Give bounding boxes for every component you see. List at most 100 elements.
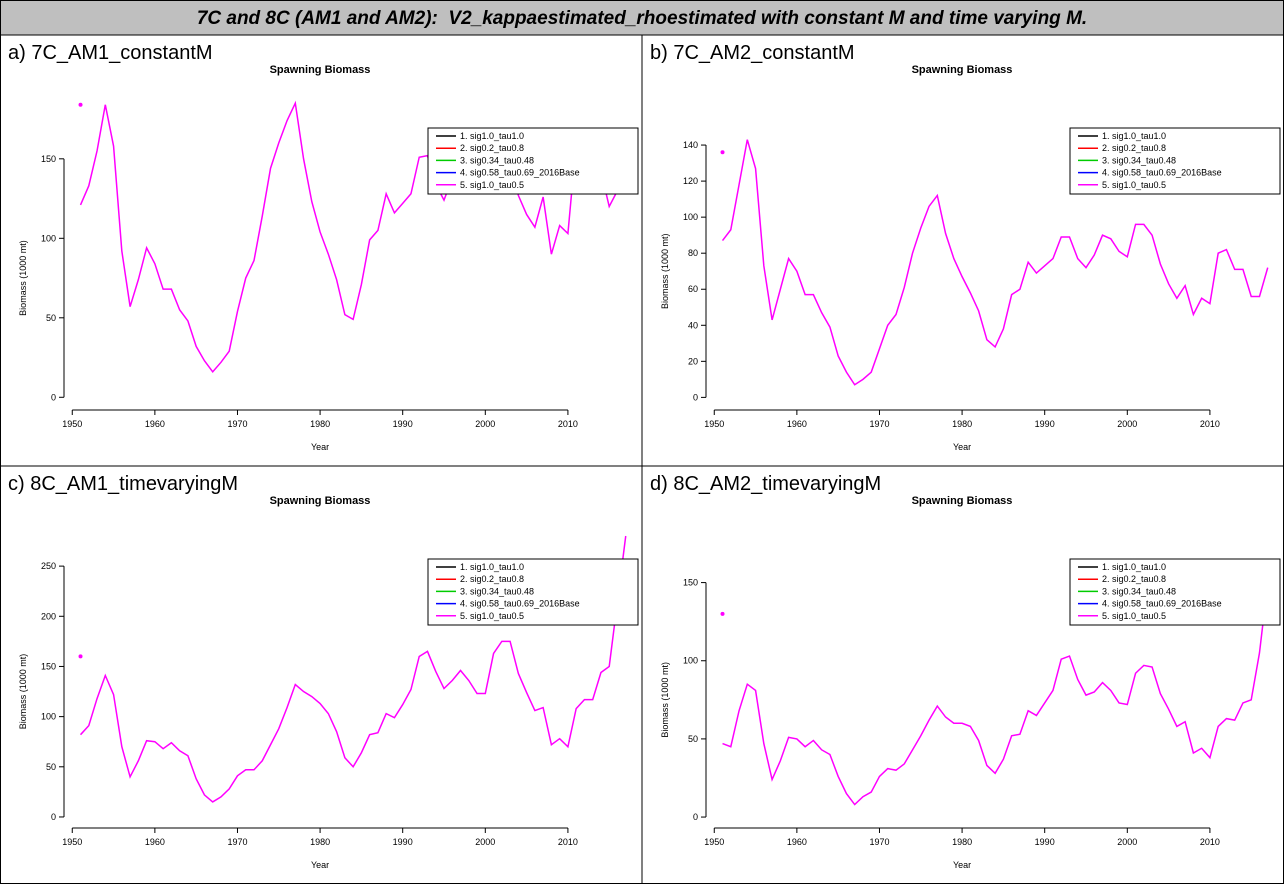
x-tick-label: 1970 (227, 419, 247, 429)
x-axis-label: Year (953, 860, 971, 870)
y-tick-label: 0 (51, 392, 56, 402)
header-bg (0, 0, 1284, 35)
x-tick-label: 1950 (704, 837, 724, 847)
x-tick-label: 1950 (62, 419, 82, 429)
x-tick-label: 1970 (869, 419, 889, 429)
x-tick-label: 1990 (393, 419, 413, 429)
y-tick-label: 100 (683, 212, 698, 222)
x-tick-label: 2010 (558, 837, 578, 847)
y-tick-label: 80 (688, 248, 698, 258)
y-tick-label: 0 (693, 812, 698, 822)
series-line (721, 139, 1269, 386)
y-tick-label: 100 (41, 712, 56, 722)
legend-label: 3. sig0.34_tau0.48 (1102, 586, 1176, 596)
chart-title: Spawning Biomass (270, 64, 371, 76)
y-tick-label: 150 (41, 661, 56, 671)
legend-label: 4. sig0.58_tau0.69_2016Base (460, 168, 580, 178)
panel-label: a) 7C_AM1_constantM (8, 42, 213, 64)
panel-label: c) 8C_AM1_timevaryingM (8, 473, 238, 495)
y-tick-label: 50 (46, 313, 56, 323)
x-tick-label: 1950 (62, 837, 82, 847)
chart-title: Spawning Biomass (270, 495, 371, 507)
legend-box (1069, 127, 1281, 195)
chart-title: Spawning Biomass (912, 64, 1013, 76)
point (78, 654, 83, 659)
y-tick-label: 200 (41, 611, 56, 621)
panel: c) 8C_AM1_timevaryingM Spawning Biomass Ye… (8, 473, 639, 870)
legend-label: 1. sig1.0_tau1.0 (1102, 131, 1166, 141)
x-tick-label: 1980 (310, 419, 330, 429)
legend-label: 5. sig1.0_tau0.5 (460, 611, 524, 621)
x-tick-label: 2010 (1200, 837, 1220, 847)
x-tick-label: 2010 (1200, 419, 1220, 429)
legend-label: 2. sig0.2_tau0.8 (1102, 143, 1166, 153)
legend-label: 5. sig1.0_tau0.5 (1102, 180, 1166, 190)
x-tick-label: 1980 (952, 419, 972, 429)
series-line (722, 582, 1269, 806)
x-tick-label: 1950 (704, 419, 724, 429)
y-axis-label: Biomass (1000 mt) (18, 240, 28, 316)
panel: d) 8C_AM2_timevaryingM Spawning Biomass Ye… (650, 473, 1281, 870)
point (720, 611, 725, 616)
legend-label: 2. sig0.2_tau0.8 (460, 574, 524, 584)
legend-label: 4. sig0.58_tau0.69_2016Base (1102, 168, 1222, 178)
x-tick-label: 1970 (869, 837, 889, 847)
legend-box (427, 558, 639, 626)
y-tick-label: 100 (683, 656, 698, 666)
y-tick-label: 150 (41, 154, 56, 164)
legend-label: 5. sig1.0_tau0.5 (1102, 611, 1166, 621)
legend-label: 2. sig0.2_tau0.8 (460, 143, 524, 153)
x-tick-label: 1970 (227, 837, 247, 847)
x-tick-label: 2000 (475, 419, 495, 429)
x-tick-label: 2000 (1117, 837, 1137, 847)
panel-label: d) 8C_AM2_timevaryingM (650, 473, 881, 495)
x-tick-label: 2000 (1117, 419, 1137, 429)
x-tick-label: 1960 (145, 837, 165, 847)
y-tick-label: 100 (41, 233, 56, 243)
legend-label: 5. sig1.0_tau0.5 (460, 180, 524, 190)
x-tick-label: 2010 (558, 419, 578, 429)
x-tick-label: 2000 (475, 837, 495, 847)
x-tick-label: 1960 (145, 419, 165, 429)
panel: b) 7C_AM2_constantM Spawning Biomass Year B… (650, 42, 1281, 452)
x-axis-label: Year (311, 442, 329, 452)
legend-label: 3. sig0.34_tau0.48 (1102, 155, 1176, 165)
header-title: 7C and 8C (AM1 and AM2): V2_kappaestimat… (197, 8, 1087, 29)
panel-label: b) 7C_AM2_constantM (650, 42, 855, 64)
legend-label: 4. sig0.58_tau0.69_2016Base (460, 599, 580, 609)
y-tick-label: 50 (688, 734, 698, 744)
legend-box (427, 127, 639, 195)
x-axis-label: Year (311, 860, 329, 870)
x-tick-label: 1990 (1035, 419, 1055, 429)
x-tick-label: 1980 (952, 837, 972, 847)
legend-label: 3. sig0.34_tau0.48 (460, 155, 534, 165)
y-tick-label: 50 (46, 762, 56, 772)
legend-label: 1. sig1.0_tau1.0 (460, 562, 524, 572)
legend-label: 4. sig0.58_tau0.69_2016Base (1102, 599, 1222, 609)
y-tick-label: 40 (688, 320, 698, 330)
point (720, 150, 725, 155)
legend-label: 1. sig1.0_tau1.0 (1102, 562, 1166, 572)
y-tick-label: 20 (688, 356, 698, 366)
x-tick-label: 1960 (787, 837, 807, 847)
legend-label: 1. sig1.0_tau1.0 (460, 131, 524, 141)
y-tick-label: 150 (683, 578, 698, 588)
x-tick-label: 1980 (310, 837, 330, 847)
legend-label: 2. sig0.2_tau0.8 (1102, 574, 1166, 584)
legend-label: 3. sig0.34_tau0.48 (460, 586, 534, 596)
x-axis-label: Year (953, 442, 971, 452)
y-tick-label: 140 (683, 140, 698, 150)
x-tick-label: 1990 (1035, 837, 1055, 847)
y-axis-label: Biomass (1000 mt) (18, 654, 28, 730)
series-line (79, 100, 627, 374)
y-tick-label: 0 (693, 392, 698, 402)
x-tick-label: 1960 (787, 419, 807, 429)
legend-box (1069, 558, 1281, 626)
x-tick-label: 1990 (393, 837, 413, 847)
y-tick-label: 0 (51, 812, 56, 822)
y-tick-label: 250 (41, 561, 56, 571)
y-tick-label: 120 (683, 176, 698, 186)
series-line (79, 535, 627, 803)
panel: a) 7C_AM1_constantM Spawning Biomass Year B… (8, 42, 639, 452)
